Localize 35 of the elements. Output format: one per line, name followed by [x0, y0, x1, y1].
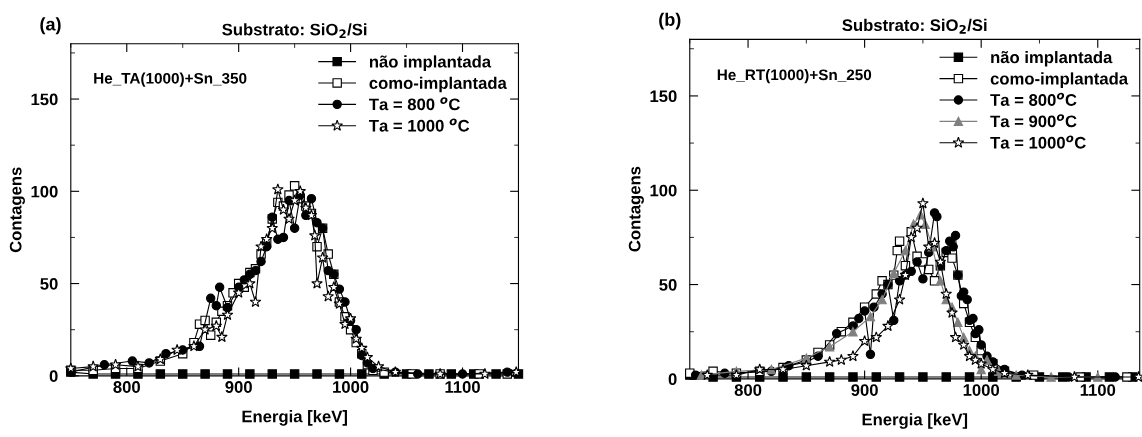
text: (b) [659, 12, 681, 30]
legend-label: Ta = 900$^{o}$C [990, 114, 1077, 128]
legend-label: como-implantada [369, 76, 507, 93]
y-tick-label: 100 [31, 185, 58, 198]
y-tick-label: 50 [659, 278, 677, 291]
chart-title: Substrato: SiO$_{2}$/Si [842, 18, 987, 34]
text: (a) [40, 17, 61, 35]
x-axis-title: Energia [keV] [242, 410, 347, 426]
chart-title: Substrato: SiO$_{2}$/Si [222, 23, 367, 39]
y-axis-title: Contagens [9, 167, 25, 253]
legend-label: Ta = 1000$^{o}$C [990, 135, 1086, 149]
x-tick-label: 1100 [1080, 384, 1116, 396]
annotation: He_RT(1000)+Sn_250 [717, 69, 872, 84]
y-tick-label: 50 [40, 277, 58, 290]
legend-label: Ta = 800 $^{o}$C [369, 97, 460, 111]
legend-label: não implantada [991, 51, 1113, 67]
legend-label: Ta = 1000 $^{o}$C [369, 118, 470, 132]
x-tick-label: 1000 [963, 384, 1000, 396]
y-tick-label: 150 [650, 90, 677, 103]
x-tick-label: 900 [225, 381, 252, 393]
x-tick-label: 1000 [333, 381, 369, 393]
y-tick-label: 100 [650, 184, 677, 197]
y-tick-label: 0 [668, 373, 677, 386]
annotation: He_TA(1000)+Sn_350 [94, 72, 247, 87]
x-tick-label: 900 [851, 384, 878, 396]
y-tick-label: 0 [49, 370, 58, 383]
x-tick-label: 1100 [445, 381, 480, 393]
legend-label: Ta = 800$^{o}$C [990, 92, 1077, 106]
legend-label: como-implantada [990, 72, 1129, 88]
x-tick-label: 800 [734, 384, 762, 396]
y-axis-title: Contagens [628, 166, 644, 252]
legend-label: não implantada [369, 55, 492, 71]
y-tick-label: 150 [31, 93, 58, 106]
x-tick-label: 800 [113, 381, 140, 393]
x-axis-title: Energia [keV] [862, 413, 968, 429]
